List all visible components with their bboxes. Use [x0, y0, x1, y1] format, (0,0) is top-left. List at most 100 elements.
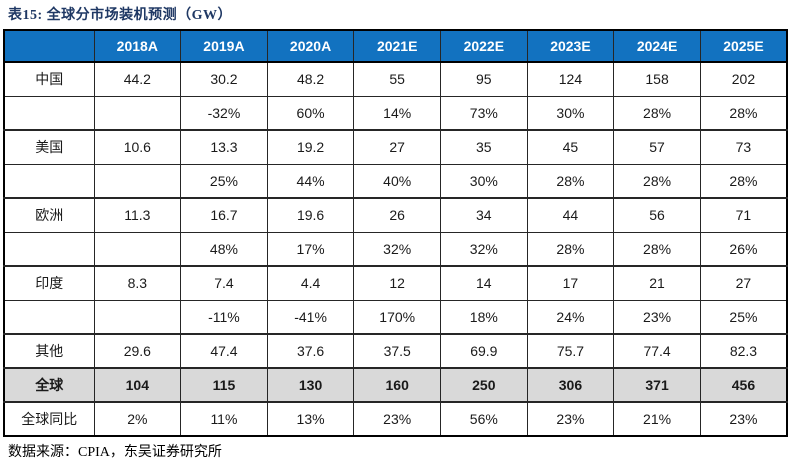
table-cell: 4.4 [266, 265, 355, 301]
table-cell: 306 [526, 367, 615, 403]
table-cell: 115 [180, 367, 268, 403]
table-cell: 19.6 [266, 197, 355, 233]
row-label: 其他 [3, 333, 95, 369]
table-cell: 170% [353, 299, 441, 335]
table-cell: 27 [353, 129, 441, 165]
table-cell: 25% [180, 163, 268, 199]
table-cell: 26% [699, 231, 788, 267]
table-cell: 18% [440, 299, 528, 335]
table-cell: 23% [613, 299, 701, 335]
table-cell: 7.4 [180, 265, 268, 301]
table-cell: 17 [526, 265, 615, 301]
row-label: 中国 [3, 61, 95, 97]
table-row: 印度 8.3 7.4 4.4 12 14 17 21 27 [3, 265, 788, 301]
table-row: 美国 10.6 13.3 19.2 27 35 45 57 73 [3, 129, 788, 165]
row-label: 全球同比 [3, 401, 95, 437]
table-cell: -32% [180, 95, 268, 131]
column-header: 2020A [266, 29, 355, 63]
table-cell: 104 [93, 367, 182, 403]
table-cell: 30.2 [180, 61, 268, 97]
column-header: 2024E [613, 29, 701, 63]
table-cell: 29.6 [93, 333, 182, 369]
table-cell: 55 [353, 61, 441, 97]
table-cell: 202 [699, 61, 788, 97]
table-cell: -41% [266, 299, 355, 335]
table-row: -11% -41% 170% 18% 24% 23% 25% [3, 299, 788, 335]
table-cell: 28% [526, 163, 615, 199]
table-cell: 44% [266, 163, 355, 199]
corner-cell [3, 29, 95, 63]
table-cell: 11.3 [93, 197, 182, 233]
data-source-note: 数据来源：CPIA，东吴证券研究所 [8, 445, 222, 460]
table-cell: 28% [613, 95, 701, 131]
table-cell: 28% [526, 231, 615, 267]
table-cell: 21% [613, 401, 701, 437]
table-cell: 45 [526, 129, 615, 165]
column-header: 2021E [353, 29, 441, 63]
table-cell: 32% [353, 231, 441, 267]
table-cell: 48% [180, 231, 268, 267]
table-cell: 12 [353, 265, 441, 301]
table-cell: 8.3 [93, 265, 182, 301]
row-label: 美国 [3, 129, 95, 165]
table-cell: 37.6 [266, 333, 355, 369]
table-cell [93, 231, 182, 267]
table-row: 欧洲 11.3 16.7 19.6 26 34 44 56 71 [3, 197, 788, 233]
table-cell: 44.2 [93, 61, 182, 97]
table-cell: 11% [180, 401, 268, 437]
table-cell: 14% [353, 95, 441, 131]
forecast-table-body: 中国 44.2 30.2 48.2 55 95 124 158 202 -32% 60% 14% 73%… [3, 61, 788, 437]
table-cell: 30% [440, 163, 528, 199]
table-cell: 75.7 [526, 333, 615, 369]
table-cell: 24% [526, 299, 615, 335]
table-cell: -11% [180, 299, 268, 335]
table-row: 25% 44% 40% 30% 28% 28% 28% [3, 163, 788, 199]
row-label [3, 95, 95, 131]
table-cell: 71 [699, 197, 788, 233]
column-header: 2019A [180, 29, 268, 63]
forecast-table: 2018A 2019A 2020A 2021E 2022E 2023E 2024E 2025E… [3, 29, 788, 437]
forecast-table-header: 2018A 2019A 2020A 2021E 2022E 2023E 2024E 2025E [3, 29, 788, 63]
column-header: 2025E [699, 29, 788, 63]
table-cell [93, 299, 182, 335]
table-cell: 158 [613, 61, 701, 97]
row-label: 印度 [3, 265, 95, 301]
table-cell: 124 [526, 61, 615, 97]
row-label [3, 163, 95, 199]
table-cell: 23% [699, 401, 788, 437]
header-row: 2018A 2019A 2020A 2021E 2022E 2023E 2024E 2025E [3, 29, 788, 63]
column-header: 2018A [93, 29, 182, 63]
table-cell: 56% [440, 401, 528, 437]
table-cell: 28% [699, 95, 788, 131]
table-cell: 82.3 [699, 333, 788, 369]
table-cell: 32% [440, 231, 528, 267]
table-title: 表15: 全球分市场装机预测（GW） [8, 8, 233, 23]
row-label: 欧洲 [3, 197, 95, 233]
table-cell: 371 [613, 367, 701, 403]
table-cell: 44 [526, 197, 615, 233]
table-cell: 47.4 [180, 333, 268, 369]
table-cell: 21 [613, 265, 701, 301]
table-cell: 28% [613, 231, 701, 267]
column-header: 2022E [440, 29, 528, 63]
table-row: 全球同比 2% 11% 13% 23% 56% 23% 21% 23% [3, 401, 788, 437]
table-row: 全球 104 115 130 160 250 306 371 456 [3, 367, 788, 403]
table-cell [93, 95, 182, 131]
table-cell: 35 [440, 129, 528, 165]
table-cell: 160 [353, 367, 441, 403]
table-row: 其他 29.6 47.4 37.6 37.5 69.9 75.7 77.4 82.3 [3, 333, 788, 369]
table-row: 中国 44.2 30.2 48.2 55 95 124 158 202 [3, 61, 788, 97]
table-cell: 40% [353, 163, 441, 199]
table-cell: 17% [266, 231, 355, 267]
row-label [3, 231, 95, 267]
table-cell: 73% [440, 95, 528, 131]
table-row: 48% 17% 32% 32% 28% 28% 26% [3, 231, 788, 267]
table-row: -32% 60% 14% 73% 30% 28% 28% [3, 95, 788, 131]
table-cell: 37.5 [353, 333, 441, 369]
table-cell: 28% [613, 163, 701, 199]
table-cell: 69.9 [440, 333, 528, 369]
table-cell: 30% [526, 95, 615, 131]
table-cell: 23% [526, 401, 615, 437]
table-cell: 130 [266, 367, 355, 403]
